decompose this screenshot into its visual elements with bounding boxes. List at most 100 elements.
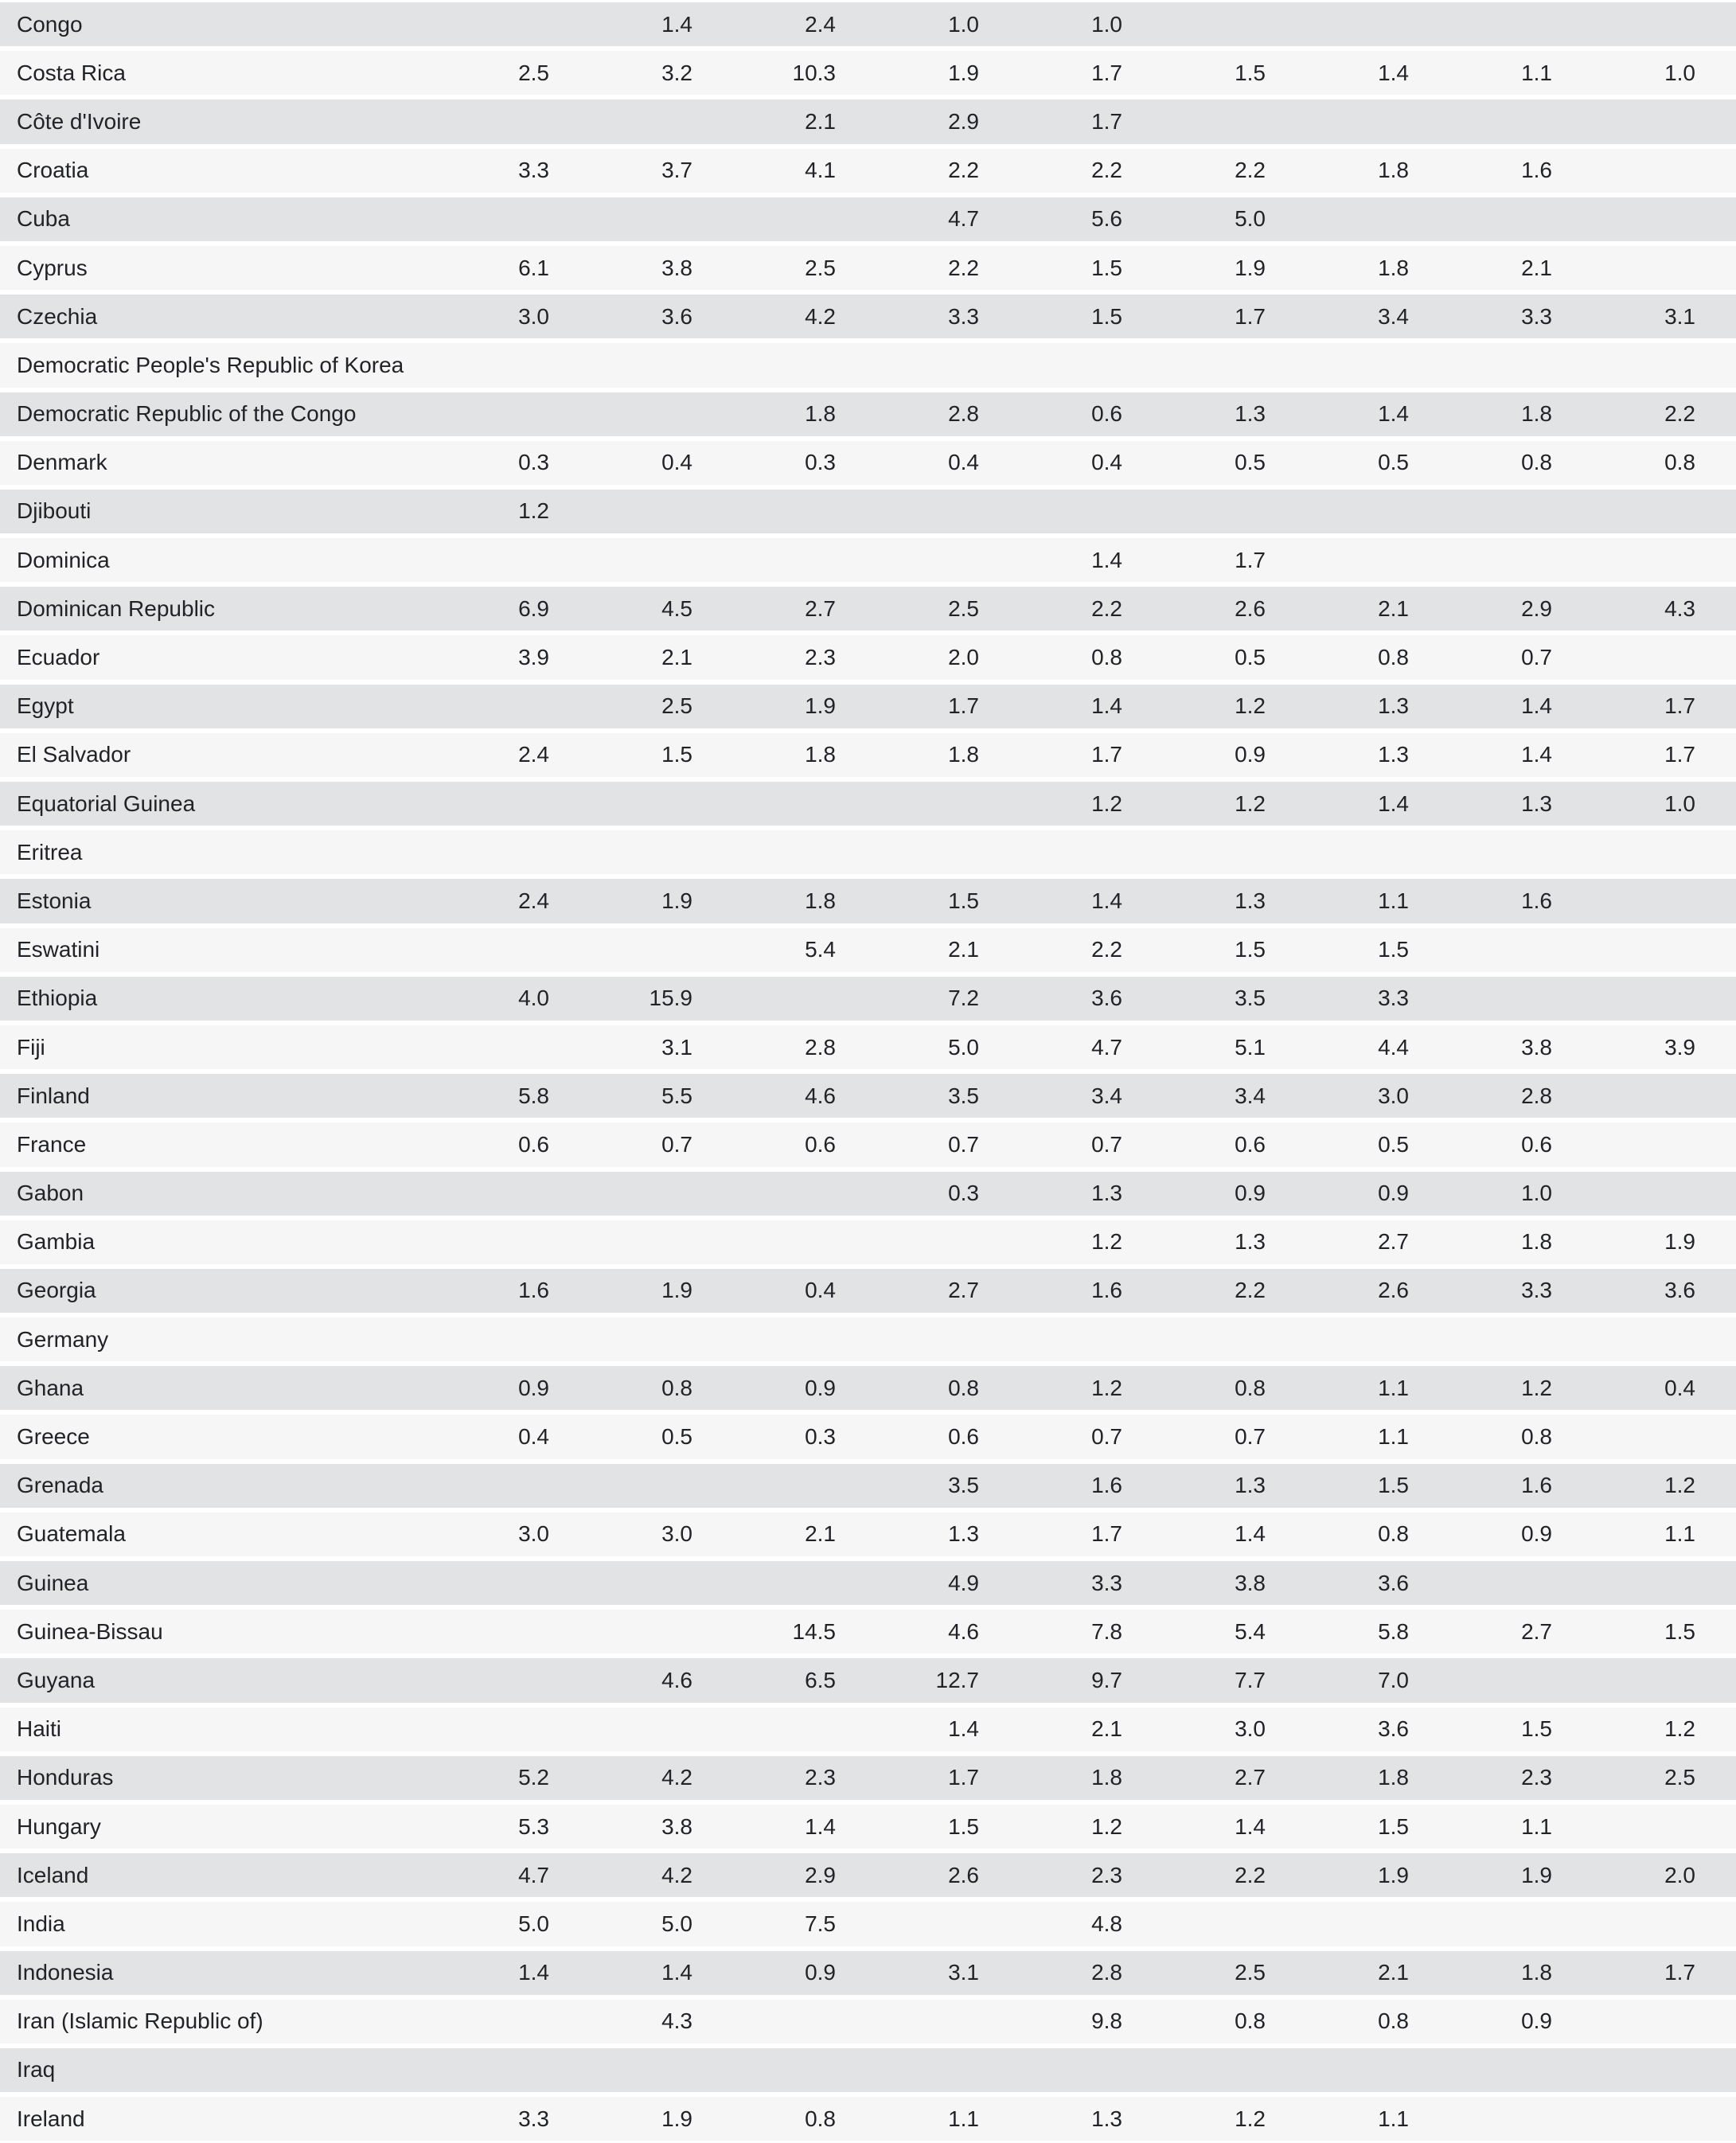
table-row: Iraq <box>0 2045 1736 2095</box>
country-name-cell: Democratic Republic of the Congo <box>0 389 406 439</box>
value-cell: 5.6 <box>979 194 1122 244</box>
value-cell <box>836 1997 979 2046</box>
value-cell: 2.2 <box>836 243 979 293</box>
table-row: Finland 5.8 5.5 4.6 3.5 3.4 3.4 3.0 2.8 <box>0 1072 1736 1121</box>
value-cell <box>406 1997 549 2046</box>
value-cell: 0.8 <box>1266 1509 1409 1559</box>
value-cell: 0.4 <box>692 1266 836 1316</box>
value-cell: 2.5 <box>1122 1948 1266 1997</box>
value-cell: 0.9 <box>692 1364 836 1413</box>
value-cell: 5.4 <box>1122 1607 1266 1657</box>
value-cell: 1.8 <box>1266 146 1409 195</box>
value-cell <box>692 2045 836 2095</box>
value-cell <box>1552 97 1695 146</box>
value-cell <box>1409 974 1552 1023</box>
value-cell: 1.4 <box>692 1801 836 1852</box>
value-cell: 2.7 <box>1409 1607 1552 1657</box>
table-row: Eritrea <box>0 828 1736 877</box>
value-cell: 1.7 <box>1552 730 1695 779</box>
row-spacer <box>1695 1559 1736 1608</box>
value-cell: 4.2 <box>692 292 836 342</box>
value-cell <box>406 1607 549 1657</box>
value-cell: 1.8 <box>692 389 836 439</box>
value-cell <box>406 2045 549 2095</box>
value-cell: 1.4 <box>1266 779 1409 829</box>
value-cell <box>1552 1997 1695 2046</box>
value-cell: 3.4 <box>979 1072 1122 1121</box>
value-cell: 0.9 <box>1122 1169 1266 1218</box>
row-spacer <box>1695 681 1736 731</box>
row-spacer <box>1695 1899 1736 1949</box>
value-cell <box>1409 194 1552 244</box>
row-spacer <box>1695 633 1736 682</box>
table-row: Dominica 1.4 1.7 <box>0 536 1736 585</box>
value-cell <box>692 828 836 877</box>
table-row: Gambia 1.2 1.3 2.7 1.8 1.9 <box>0 1217 1736 1267</box>
value-cell: 3.3 <box>406 2094 549 2143</box>
country-name-cell: Dominican Republic <box>0 584 406 634</box>
value-cell: 0.3 <box>836 1169 979 1218</box>
value-cell: 3.5 <box>836 1461 979 1510</box>
value-cell <box>1552 1559 1695 1608</box>
country-name-cell: Fiji <box>0 1022 406 1072</box>
row-spacer <box>1695 1072 1736 1121</box>
value-cell: 7.0 <box>1266 1656 1409 1705</box>
value-cell: 0.7 <box>979 1120 1122 1169</box>
value-cell: 1.1 <box>1552 1509 1695 1559</box>
value-cell <box>1266 1315 1409 1364</box>
table-row: Honduras 5.2 4.2 2.3 1.7 1.8 2.7 1.8 2.3 2.5 <box>0 1753 1736 1802</box>
table-row: Guatemala 3.0 3.0 2.1 1.3 1.7 1.4 0.8 0.9 1.1 <box>0 1509 1736 1559</box>
value-cell: 1.6 <box>979 1461 1122 1510</box>
value-cell: 1.4 <box>1122 1509 1266 1559</box>
value-cell: 2.1 <box>692 97 836 146</box>
country-name-cell: Iraq <box>0 2045 406 2095</box>
country-name-cell: Gambia <box>0 1217 406 1267</box>
value-cell: 2.5 <box>549 681 692 731</box>
value-cell: 4.6 <box>692 1072 836 1121</box>
value-cell: 2.9 <box>1409 584 1552 634</box>
value-cell: 4.2 <box>549 1851 692 1900</box>
value-cell <box>549 341 692 390</box>
value-cell <box>1122 2045 1266 2095</box>
value-cell: 1.5 <box>1552 1607 1695 1657</box>
value-cell: 3.0 <box>1266 1072 1409 1121</box>
value-cell: 1.8 <box>1409 1217 1552 1267</box>
value-cell: 5.8 <box>1266 1607 1409 1657</box>
value-cell: 0.5 <box>1122 633 1266 682</box>
value-cell: 0.4 <box>406 1412 549 1462</box>
table-row: Dominican Republic 6.9 4.5 2.7 2.5 2.2 2.6 2.1 2… <box>0 584 1736 634</box>
value-cell <box>406 1704 549 1754</box>
value-cell: 1.5 <box>549 730 692 779</box>
value-cell: 1.3 <box>836 1509 979 1559</box>
value-cell: 0.5 <box>549 1412 692 1462</box>
value-cell <box>836 1899 979 1949</box>
country-name-cell: Djibouti <box>0 486 406 537</box>
value-cell <box>692 1315 836 1364</box>
value-cell: 1.4 <box>549 1948 692 1997</box>
value-cell <box>406 389 549 439</box>
value-cell: 0.4 <box>979 438 1122 487</box>
value-cell: 1.9 <box>692 681 836 731</box>
value-cell <box>406 1022 549 1072</box>
value-cell: 3.9 <box>1552 1022 1695 1072</box>
value-cell: 2.1 <box>1266 584 1409 634</box>
value-cell: 1.5 <box>1409 1704 1552 1754</box>
value-cell: 1.9 <box>549 1266 692 1316</box>
value-cell: 1.5 <box>1266 925 1409 974</box>
value-cell: 1.4 <box>836 1704 979 1754</box>
value-cell <box>406 536 549 585</box>
country-name-cell: Eswatini <box>0 925 406 974</box>
table-row: Iceland 4.7 4.2 2.9 2.6 2.3 2.2 1.9 1.9 2.0 <box>0 1851 1736 1900</box>
value-cell <box>1552 974 1695 1023</box>
value-cell <box>406 97 549 146</box>
value-cell: 2.8 <box>1409 1072 1552 1121</box>
value-cell: 2.2 <box>1122 146 1266 195</box>
value-cell: 0.5 <box>1266 438 1409 487</box>
table-row: Grenada 3.5 1.6 1.3 1.5 1.6 1.2 <box>0 1461 1736 1510</box>
value-cell: 1.2 <box>1122 2094 1266 2143</box>
value-cell: 1.7 <box>1122 292 1266 342</box>
value-cell <box>836 1315 979 1364</box>
value-cell: 0.8 <box>1122 1997 1266 2046</box>
value-cell: 1.3 <box>1122 1217 1266 1267</box>
value-cell: 7.5 <box>692 1899 836 1949</box>
